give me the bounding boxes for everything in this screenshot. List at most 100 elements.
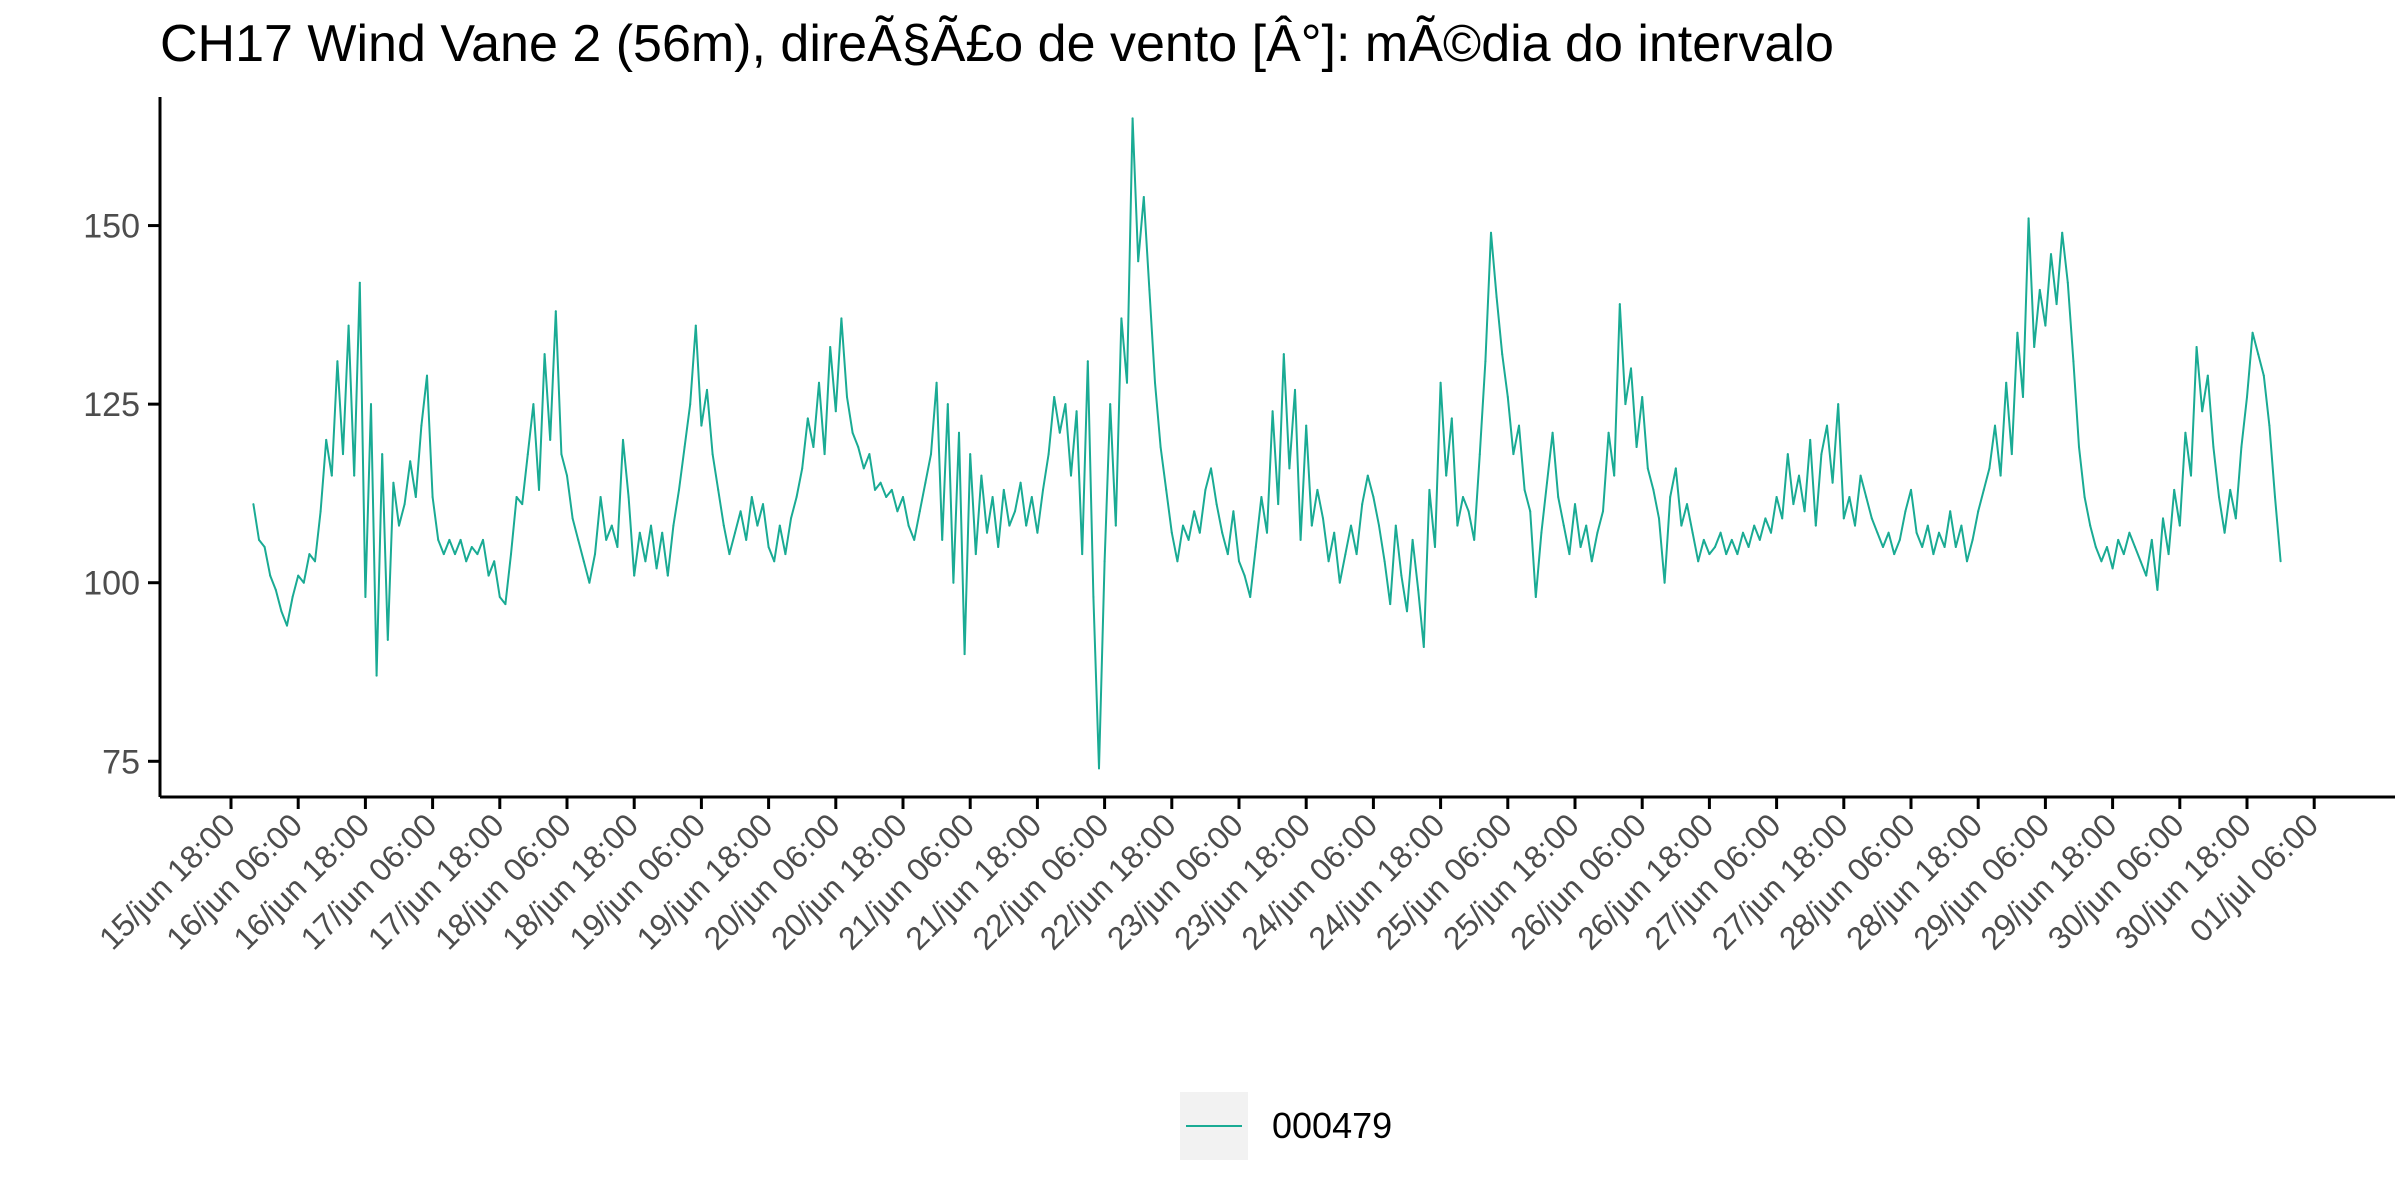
data-point [1333, 531, 1336, 534]
data-point [890, 488, 893, 491]
data-point [1282, 353, 1285, 356]
data-point [2111, 567, 2114, 570]
data-point [1025, 524, 1028, 527]
data-point [1596, 531, 1599, 534]
data-point [263, 546, 266, 548]
data-point [717, 488, 720, 491]
data-point [2050, 253, 2052, 256]
data-point [1758, 538, 1761, 541]
data-point [364, 596, 367, 598]
data-point [2072, 360, 2075, 363]
data-point [1372, 496, 1375, 498]
data-point [874, 488, 876, 491]
data-point [1322, 517, 1324, 520]
data-point [1999, 474, 2002, 477]
data-point [689, 403, 692, 406]
data-point [918, 510, 921, 513]
data-point [1249, 596, 1252, 598]
data-point [1534, 596, 1537, 598]
data-point [1355, 553, 1358, 556]
data-point [538, 488, 540, 491]
data-point [2122, 553, 2125, 556]
data-point [801, 467, 804, 470]
data-point [1859, 474, 1862, 477]
data-point [1882, 546, 1884, 548]
data-point [1148, 288, 1151, 291]
data-point [1697, 560, 1700, 563]
data-point [308, 553, 311, 556]
data-point [661, 531, 664, 534]
data-point [286, 624, 288, 627]
data-point [403, 503, 406, 506]
data-point [1742, 531, 1744, 534]
data-point [946, 403, 949, 406]
data-point [1770, 531, 1772, 534]
data-point [1226, 553, 1229, 556]
data-point [655, 567, 658, 570]
data-point [1081, 553, 1084, 556]
data-point [1389, 603, 1392, 606]
data-point [1478, 453, 1481, 456]
data-point [1663, 581, 1666, 584]
data-point [1036, 531, 1039, 534]
data-point [1277, 503, 1280, 506]
data-point [2134, 546, 2136, 548]
data-point [750, 496, 753, 498]
data-point [1450, 417, 1453, 420]
data-point [1316, 488, 1319, 491]
data-point [1590, 560, 1593, 563]
data-point [1893, 553, 1896, 556]
data-point [829, 346, 832, 348]
data-point [1299, 538, 1302, 541]
data-point [2156, 588, 2159, 591]
data-point [487, 574, 490, 577]
data-point [297, 574, 300, 577]
data-point [1165, 488, 1168, 491]
data-point [2229, 488, 2232, 491]
data-point [2027, 217, 2030, 220]
data-point [1394, 524, 1397, 527]
data-point [375, 674, 378, 677]
data-point [532, 403, 535, 406]
data-point [1338, 581, 1341, 584]
data-point [1294, 388, 1296, 391]
data-point [1574, 503, 1576, 506]
data-point [1915, 531, 1918, 534]
data-point [1327, 560, 1330, 563]
data-point [1506, 396, 1509, 398]
data-point [1086, 360, 1089, 363]
axes [158, 97, 2395, 799]
data-point [1798, 474, 1800, 477]
data-point [2117, 538, 2120, 541]
data-point [1842, 517, 1845, 520]
data-point [1854, 524, 1856, 527]
data-point [1484, 360, 1487, 363]
data-point [1047, 453, 1050, 456]
y-tick-label: 150 [83, 208, 140, 246]
data-point [784, 553, 787, 556]
data-point [554, 310, 557, 313]
data-point [1137, 260, 1140, 263]
data-point [2139, 560, 2142, 563]
data-point [2033, 346, 2036, 348]
data-point [1635, 446, 1638, 448]
data-point [1070, 474, 1072, 477]
data-point [526, 453, 529, 456]
data-point [678, 488, 680, 491]
data-point [644, 560, 647, 563]
data-point [1383, 560, 1386, 563]
data-point [1702, 538, 1705, 541]
data-point [1876, 531, 1879, 534]
data-point [2066, 281, 2069, 284]
data-point [302, 581, 305, 584]
data-point [1786, 453, 1789, 456]
data-point [1310, 524, 1313, 527]
data-point [2218, 496, 2220, 498]
data-point [1210, 467, 1212, 470]
data-point [622, 438, 624, 441]
data-point [952, 581, 955, 584]
data-point [2010, 453, 2013, 456]
data-point [1870, 517, 1873, 520]
data-point [269, 574, 272, 577]
data-point [1714, 546, 1716, 548]
